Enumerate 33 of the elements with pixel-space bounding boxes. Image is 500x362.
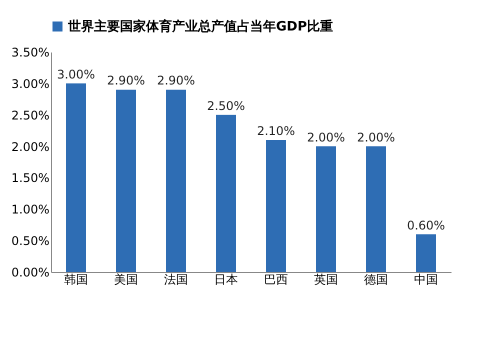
data-label: 2.90%	[156, 74, 196, 88]
x-tick-label: 英国	[314, 272, 338, 286]
data-label: 0.60%	[406, 218, 446, 232]
bar	[366, 146, 386, 272]
x-tick-label: 美国	[114, 272, 138, 286]
data-label: 2.90%	[106, 74, 146, 88]
legend-label: 世界主要国家体育产业总产值占当年GDP比重	[67, 18, 333, 34]
data-label: 3.00%	[56, 67, 96, 82]
x-tick-label: 法国	[164, 272, 188, 286]
x-tick-label: 巴西	[264, 272, 288, 286]
bar	[66, 83, 86, 272]
x-tick-label: 韩国	[64, 272, 88, 286]
bar	[116, 90, 136, 272]
data-label: 2.50%	[206, 98, 246, 113]
bar	[216, 114, 236, 272]
y-tick-label: 3.50%	[11, 46, 50, 60]
bar	[166, 90, 186, 272]
y-tick-label: 0.50%	[11, 234, 50, 248]
x-tick-label: 德国	[364, 272, 388, 286]
y-tick-label: 3.00%	[11, 76, 50, 91]
y-tick-label: 1.50%	[11, 171, 50, 186]
x-tick-label: 中国	[414, 272, 438, 286]
data-label: 2.00%	[306, 130, 346, 144]
bar	[316, 146, 336, 272]
bar	[266, 140, 286, 272]
y-tick-label: 2.50%	[11, 108, 50, 122]
bar	[416, 234, 436, 272]
x-tick-label: 日本	[214, 272, 238, 286]
y-tick-label: 0.00%	[11, 266, 50, 280]
y-tick-label: 2.00%	[11, 140, 50, 154]
data-label: 2.00%	[356, 130, 396, 144]
data-label: 2.10%	[256, 124, 296, 138]
y-tick-label: 1.00%	[11, 202, 50, 217]
